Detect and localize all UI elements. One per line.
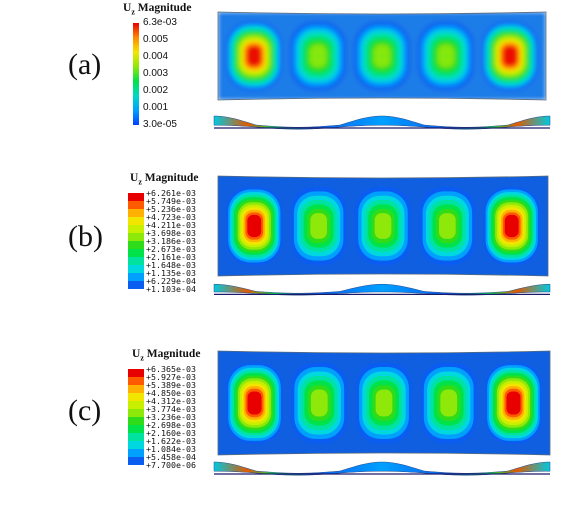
colorbar-tick-label: +4.312e-03 [146,396,196,406]
colorbar-band [128,225,144,233]
colorbar-band [128,449,144,457]
colorbar-tick-label: +3.236e-03 [146,412,196,422]
colorbar-tick-label: +4.723e-03 [146,212,196,222]
colorbar-band [128,249,144,257]
colorbar-tick-label: +2.160e-03 [146,428,196,438]
colorbar-band [128,241,144,249]
displacement-lobe [420,362,477,444]
plate-top-view-a [217,11,547,101]
colorbar-tick-label: +5.927e-03 [146,372,196,382]
displacement-lobe [485,362,542,444]
panel-b: (b) Uz Magnitude +6.261e-03 +5.749e-03 +5.… [0,165,565,315]
colorbar-band [128,417,144,425]
colorbar-tick-label: +5.236e-03 [146,204,196,214]
displacement-lobe [354,187,412,265]
colorbar-tick-label: +3.774e-03 [146,404,196,414]
panel-c: (c) Uz Magnitude +6.365e-03 +5.927e-03 +5.… [0,340,565,500]
colorbar-band [128,377,144,385]
side-profile-strip [213,461,551,476]
colorbar-tick-label: 0.001 [143,102,169,113]
colorbar-tick-label: +5.749e-03 [146,196,196,206]
colorbar-band [128,209,144,217]
displacement-lobe [419,187,476,265]
colorbar-band [128,401,144,409]
colorbar-band [128,281,144,289]
colorbar-tick-label: 0.003 [143,68,169,79]
colorbar-band [128,457,144,465]
panel-a: (a) Uz Magnitude 6.3e-03 0.005 0.004 0.003 0… [0,0,565,140]
colorbar-tick-label: +1.103e-04 [146,284,196,294]
colorbar-band [128,409,144,417]
legend-title-a: Uz Magnitude [123,2,192,17]
panel-label-a: (a) [68,48,102,81]
colorbar-band [128,425,144,433]
colorbar-tick-label: +1.648e-03 [146,260,196,270]
displacement-lobe [354,21,410,91]
colorbar-tick-label: +3.186e-03 [146,236,196,246]
panel-label-b: (b) [68,220,103,253]
plate-top-view-c [217,350,551,456]
displacement-lobe [482,21,538,91]
colorbar-band [128,257,144,265]
displacement-lobe [483,187,540,265]
colorbar-band [128,433,144,441]
colorbar-band [128,393,144,401]
colorbar-band [128,273,144,281]
colorbar-tick-label: 0.002 [143,85,169,96]
colorbar-tick-label: 0.005 [143,34,169,45]
colorbar-tick-label: +2.161e-03 [146,252,196,262]
colorbar-a [133,23,139,125]
displacement-lobe [418,21,474,91]
colorbar-tick-label: +1.135e-03 [146,268,196,278]
colorbar-tick-label: +6.365e-03 [146,364,196,374]
colorbar-band [128,233,144,241]
colorbar-band [128,201,144,209]
displacement-lobe [290,21,346,91]
colorbar-band [128,265,144,273]
plate-side-view-b [213,283,551,296]
colorbar-band [128,217,144,225]
plate-side-view-c [213,461,551,476]
colorbar-tick-label: +2.673e-03 [146,244,196,254]
displacement-lobe [226,362,283,444]
colorbar-tick-label: +4.850e-03 [146,388,196,398]
colorbar-c [128,369,144,465]
side-profile-strip [213,283,551,296]
colorbar-band [128,369,144,377]
colorbar-b [128,193,144,289]
displacement-lobe [226,21,282,91]
displacement-lobe [290,187,347,265]
legend-title-c: Uz Magnitude [132,348,201,363]
colorbar-tick-label: +4.211e-03 [146,220,196,230]
colorbar-tick-label: +1.084e-03 [146,444,196,454]
colorbar-tick-label: +6.261e-03 [146,188,196,198]
colorbar-tick-label: +5.458e-04 [146,452,196,462]
colorbar-tick-label: 3.0e-05 [143,119,177,130]
displacement-lobe [291,362,348,444]
colorbar-tick-label: +6.229e-04 [146,276,196,286]
colorbar-tick-label: +5.389e-03 [146,380,196,390]
displacement-lobe [355,362,413,444]
displacement-lobe [226,187,283,265]
colorbar-tick-label: +3.698e-03 [146,228,196,238]
colorbar-tick-label: 0.004 [143,51,169,62]
colorbar-band [128,385,144,393]
side-profile-strip [213,115,551,130]
plate-top-view-b [217,175,549,277]
panel-label-c: (c) [68,394,102,427]
colorbar-tick-label: +1.622e-03 [146,436,196,446]
colorbar-band [128,441,144,449]
colorbar-tick-label: 6.3e-03 [143,17,177,28]
colorbar-band [128,193,144,201]
legend-title-b: Uz Magnitude [130,172,199,187]
colorbar-tick-label: +2.698e-03 [146,420,196,430]
plate-side-view-a [213,115,551,130]
colorbar-tick-label: +7.700e-06 [146,460,196,470]
